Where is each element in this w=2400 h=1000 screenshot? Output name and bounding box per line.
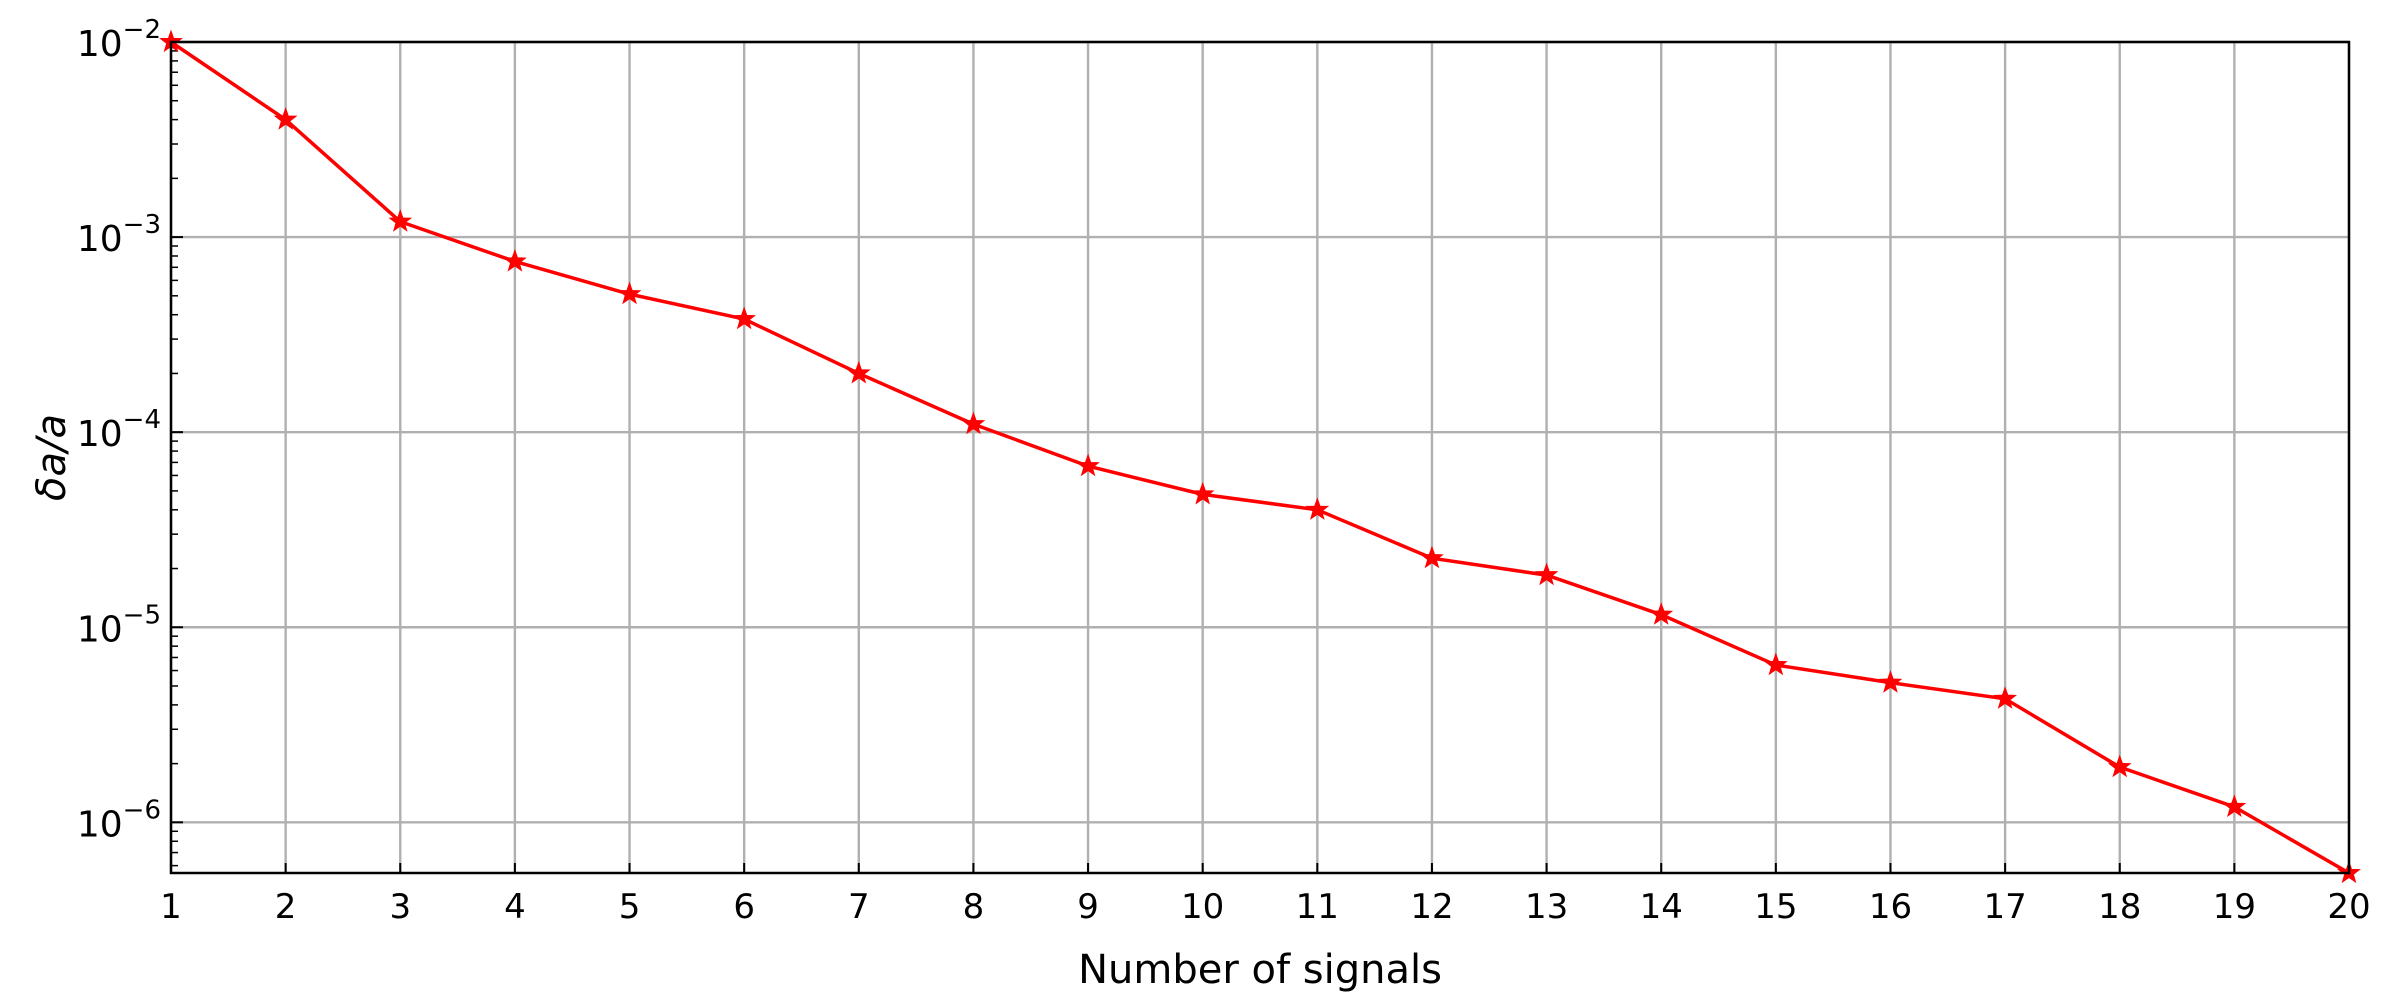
- x-tick-label: 13: [1525, 887, 1568, 927]
- x-tick-label: 18: [2098, 887, 2141, 927]
- data-point-star: [1993, 686, 2017, 709]
- x-tick-label: 12: [1410, 887, 1453, 927]
- x-tick-label: 6: [733, 887, 755, 927]
- ticks: 1 2 3 4 5 6 7 8 9 10 11 12 13 14 15 16 17 18 19 2010−210−31…: [77, 15, 2371, 927]
- x-tick-label: 17: [1983, 887, 2026, 927]
- data-point-star: [846, 360, 871, 384]
- data-point-star: [388, 209, 413, 232]
- data-point-star: [617, 281, 642, 305]
- data-point-star: [1076, 453, 1100, 477]
- x-tick-label: 5: [619, 887, 641, 927]
- x-tick-label: 11: [1296, 887, 1339, 927]
- y-axis-label: δa/a: [29, 414, 75, 501]
- data-point-star: [1878, 670, 1903, 693]
- series-line: [170, 40, 2350, 875]
- data-point-star: [1190, 481, 1215, 505]
- x-tick-label: 16: [1869, 887, 1912, 927]
- y-tick-label: 10−3: [77, 210, 161, 260]
- data-point-star: [2107, 754, 2132, 778]
- series: [159, 29, 2361, 884]
- x-tick-label: 10: [1181, 887, 1224, 927]
- data-point-star: [2222, 794, 2247, 818]
- data-point-star: [273, 107, 298, 130]
- plot-frame: [169, 40, 2351, 875]
- x-tick-label: 4: [504, 887, 526, 927]
- x-tick-label: 8: [963, 887, 985, 927]
- x-tick-label: 1: [160, 887, 182, 927]
- x-tick-label: 15: [1754, 887, 1797, 927]
- data-point-star: [961, 411, 986, 435]
- x-tick-label: 3: [389, 887, 411, 927]
- data-point-star: [1649, 602, 1674, 625]
- x-tick-label: 20: [2327, 887, 2370, 927]
- data-point-star: [1305, 497, 1330, 520]
- grid: [169, 40, 2351, 873]
- x-tick-label: 7: [848, 887, 870, 927]
- x-tick-label: 14: [1640, 887, 1683, 927]
- x-tick-label: 9: [1077, 887, 1099, 927]
- y-tick-label: 10−4: [77, 405, 161, 455]
- x-tick-label: 19: [2213, 887, 2256, 927]
- data-point-star: [732, 306, 756, 330]
- x-axis-label: Number of signals: [1078, 947, 1442, 993]
- y-tick-label: 10−6: [77, 795, 161, 845]
- x-tick-label: 2: [275, 887, 297, 927]
- y-tick-label: 10−2: [77, 15, 161, 65]
- data-point-star: [1420, 545, 1444, 569]
- y-tick-label: 10−5: [77, 600, 161, 650]
- data-point-star: [503, 249, 527, 272]
- data-point-star: [1534, 562, 1559, 586]
- data-point-star: [1764, 652, 1788, 676]
